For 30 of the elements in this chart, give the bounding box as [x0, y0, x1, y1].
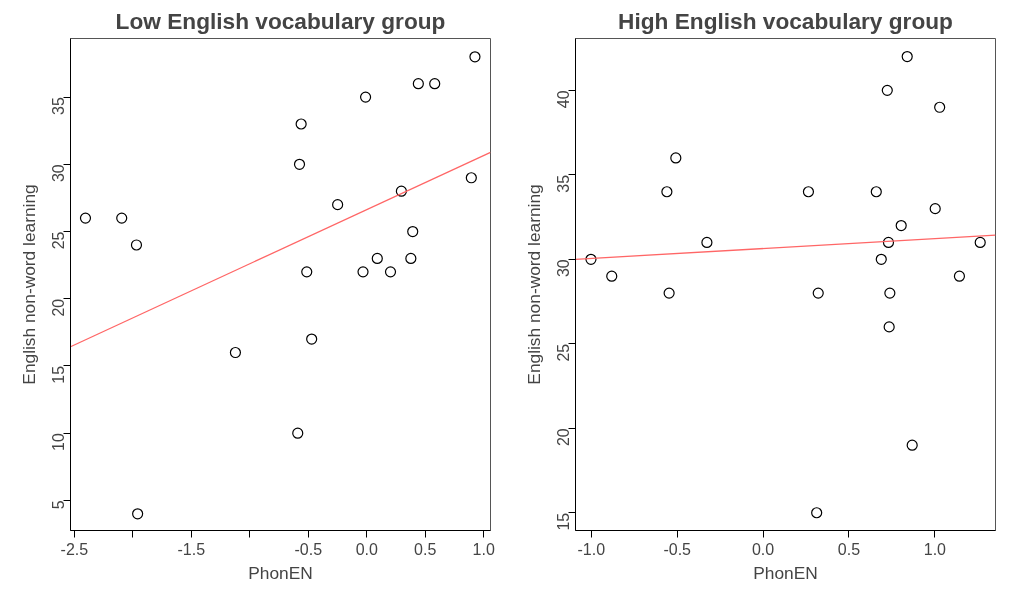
y-tick-label: 20 — [555, 428, 573, 447]
x-axis-title: PhonEN — [248, 562, 313, 583]
y-axis-title: English non-word learning — [523, 184, 544, 385]
y-tick-label: 35 — [555, 174, 573, 193]
x-tick-label: 0.0 — [355, 540, 378, 558]
chart-title: High English vocabulary group — [618, 7, 953, 34]
y-tick-label: 20 — [50, 298, 68, 317]
y-tick-label: 25 — [555, 343, 573, 362]
x-tick-label: 1.0 — [472, 540, 495, 558]
x-axis-title: PhonEN — [753, 562, 818, 583]
x-tick-label: -1.0 — [577, 540, 606, 558]
chart-title: Low English vocabulary group — [115, 7, 446, 34]
x-tick-label: 1.0 — [923, 540, 947, 558]
y-tick-label: 30 — [555, 259, 573, 278]
x-tick-label: 0.5 — [837, 540, 861, 558]
y-tick-label: 30 — [50, 164, 68, 183]
y-tick-label: 25 — [50, 231, 68, 250]
y-tick-label: 40 — [555, 90, 573, 109]
y-tick-label: 35 — [50, 97, 68, 115]
x-tick-label: -2.5 — [60, 540, 89, 558]
x-tick-label: -0.5 — [294, 540, 323, 558]
y-tick-label: 15 — [50, 365, 68, 384]
y-tick-label: 5 — [50, 500, 68, 510]
x-tick-label: 0.5 — [414, 540, 437, 558]
y-tick-label: 10 — [50, 433, 68, 451]
x-tick-label: -1.5 — [177, 540, 206, 558]
y-tick-label: 15 — [555, 512, 573, 531]
x-tick-label: -0.5 — [663, 540, 692, 558]
x-tick-label: 0.0 — [751, 540, 775, 558]
y-axis-title: English non-word learning — [18, 184, 39, 385]
